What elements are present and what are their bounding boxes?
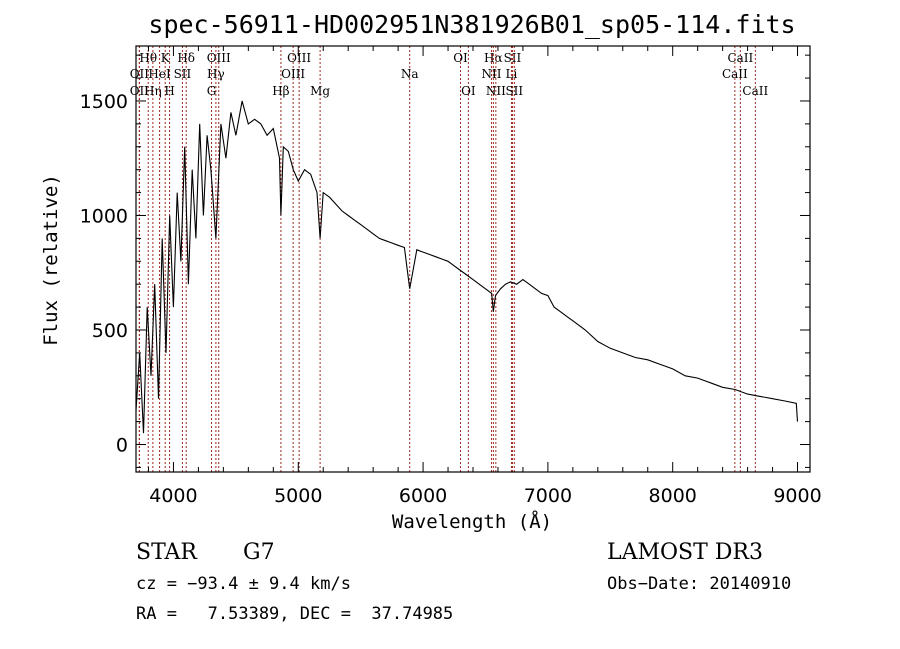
- marker-label-6: H: [164, 84, 174, 98]
- y-axis-label: Flux (relative): [40, 174, 62, 346]
- marker-label-11: G: [207, 84, 217, 98]
- y-tick-label-0: 0: [116, 435, 128, 457]
- x-tick-label-1: 5000: [274, 485, 322, 507]
- spectrum-line: [135, 100, 799, 434]
- x-tick-label-4: 8000: [649, 485, 697, 507]
- marker-label-9: OIII: [207, 51, 231, 65]
- x-axis-label: Wavelength (Å): [392, 510, 552, 533]
- obs-date: Obs−Date: 20140910: [607, 574, 792, 594]
- marker-label-22: Li: [506, 67, 518, 81]
- survey-name: LAMOST DR3: [607, 540, 763, 565]
- marker-label-10: Hγ: [207, 67, 225, 81]
- marker-label-25: CaII: [727, 51, 753, 65]
- marker-label-14: Hβ: [272, 84, 289, 98]
- object-type: STAR: [136, 540, 197, 565]
- marker-label-3: Hη: [144, 84, 162, 98]
- x-tick-label-5: 9000: [773, 485, 821, 507]
- redshift-readout: cz = −93.4 ± 9.4 km/s: [136, 574, 351, 594]
- marker-label-17: OI: [453, 51, 468, 65]
- y-tick-label-2: 1000: [80, 205, 128, 227]
- chart-title: spec-56911-HD002951N381926B01_sp05-114.f…: [148, 10, 795, 39]
- y-axis: 0 500 1000 1500: [80, 54, 810, 468]
- marker-label-27: CaII: [742, 84, 768, 98]
- marker-label-18: OI: [461, 84, 476, 98]
- marker-label-5: HeI: [148, 67, 171, 81]
- marker-label-15: Mg: [310, 84, 330, 98]
- x-axis: 4000 5000 6000 7000 8000 9000: [147, 46, 822, 507]
- x-tick-label-3: 7000: [524, 485, 572, 507]
- y-tick-label-3: 1500: [80, 91, 128, 113]
- marker-label-16: Na: [401, 67, 419, 81]
- marker-label-19: Hα: [484, 51, 503, 65]
- marker-label-13: OIII: [281, 67, 305, 81]
- marker-label-24: SII: [505, 84, 523, 98]
- plot-frame: [135, 45, 811, 473]
- x-tick-label-2: 6000: [399, 485, 447, 507]
- spectral-subclass: G7: [243, 540, 275, 565]
- marker-label-4: K: [161, 51, 171, 65]
- marker-label-2: OII: [130, 84, 150, 98]
- marker-label-7: SII: [174, 67, 192, 81]
- marker-label-20: SII: [504, 51, 522, 65]
- coordinates: RA = 7.53389, DEC = 37.74985: [136, 604, 454, 624]
- marker-label-23: NII: [486, 84, 506, 98]
- marker-label-12: OIII: [287, 51, 311, 65]
- marker-label-26: CaII: [722, 67, 748, 81]
- marker-label-0: Hθ: [139, 51, 157, 65]
- x-tick-label-0: 4000: [149, 485, 197, 507]
- marker-label-21: NII: [481, 67, 501, 81]
- y-tick-label-1: 500: [92, 320, 128, 342]
- marker-label-8: Hδ: [177, 51, 195, 65]
